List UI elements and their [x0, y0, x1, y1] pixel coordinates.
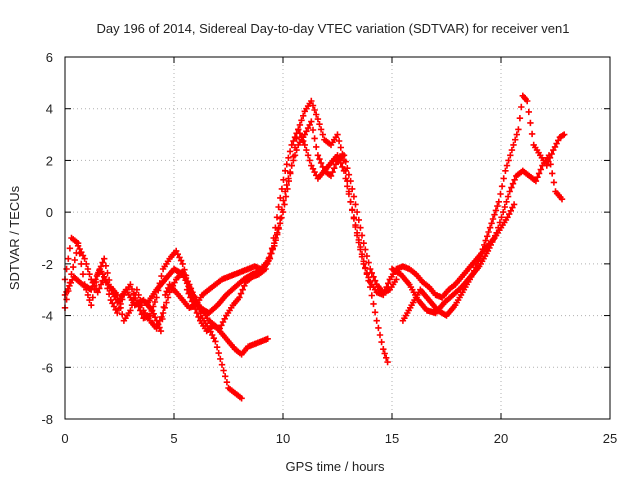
- y-tick-label: 6: [46, 50, 53, 65]
- series-markers-track-d: [183, 126, 518, 335]
- x-tick-label: 0: [61, 431, 68, 446]
- chart-title: Day 196 of 2014, Sidereal Day-to-day VTE…: [96, 21, 569, 36]
- x-tick-label: 25: [603, 431, 617, 446]
- plot-frame: [64, 56, 611, 420]
- x-tick-label: 15: [385, 431, 399, 446]
- series-markers-track-c: [61, 97, 391, 366]
- y-tick-label: -2: [41, 257, 53, 272]
- x-axis-label: GPS time / hours: [286, 459, 385, 474]
- data-points: [61, 92, 568, 402]
- y-tick-label: 0: [46, 205, 53, 220]
- y-tick-label: -8: [41, 412, 53, 427]
- series-markers-track-g: [144, 118, 400, 317]
- x-tick-label: 20: [494, 431, 508, 446]
- y-tick-label: -4: [41, 309, 53, 324]
- series-markers-track-b: [61, 234, 245, 402]
- y-tick-label: -6: [41, 360, 53, 375]
- y-tick-label: 2: [46, 153, 53, 168]
- series-markers-track-f: [388, 152, 566, 317]
- series-markers-track-e: [399, 92, 568, 324]
- x-tick-label: 10: [276, 431, 290, 446]
- x-tick-label: 5: [170, 431, 177, 446]
- y-axis-label: SDTVAR / TECUs: [7, 185, 22, 290]
- axis-ticks: 0 5 10 15 20 25 -8 -6 -4 -2 0 2 4 6: [41, 50, 617, 446]
- y-tick-label: 4: [46, 102, 53, 117]
